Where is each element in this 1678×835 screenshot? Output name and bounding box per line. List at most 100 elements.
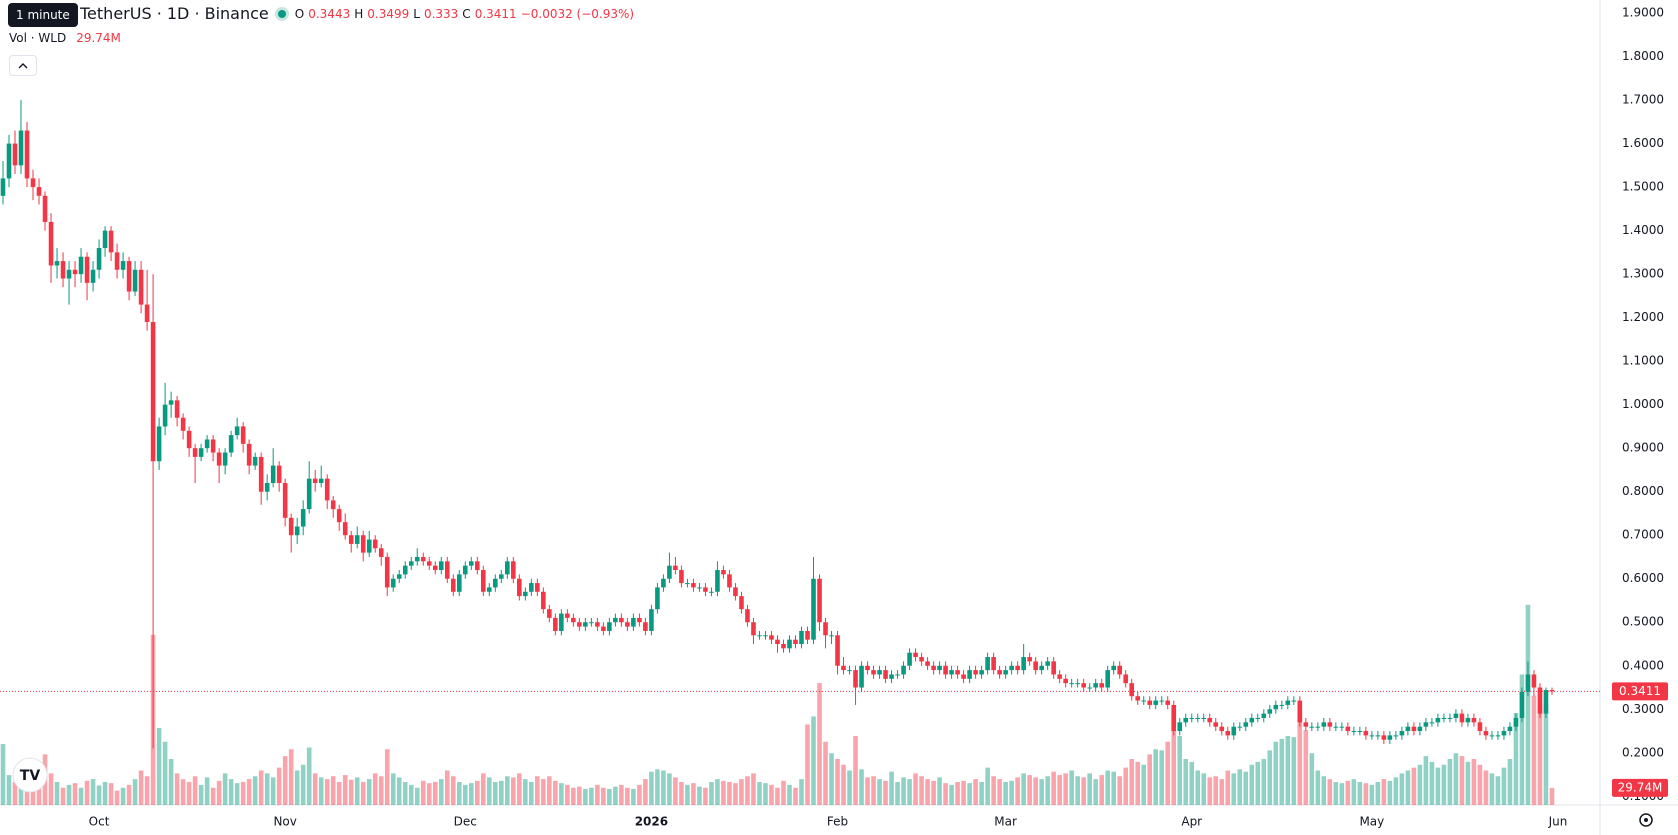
volume-bar xyxy=(60,787,66,805)
volume-bar xyxy=(847,770,852,805)
volume-bar xyxy=(1489,773,1495,805)
candle-body xyxy=(402,565,408,575)
candle-body xyxy=(859,665,864,688)
candle-body xyxy=(306,478,312,510)
candle-body xyxy=(426,561,432,566)
volume-bar xyxy=(1513,713,1519,805)
candle-body xyxy=(709,591,714,593)
candle-body xyxy=(601,626,606,631)
candle-body xyxy=(625,622,630,627)
candle-body xyxy=(1159,700,1165,702)
volume-bar xyxy=(1171,706,1177,805)
candle-body xyxy=(571,617,576,623)
candle-body xyxy=(1327,722,1333,727)
candle-body xyxy=(0,178,6,196)
volume-bar xyxy=(1543,704,1549,805)
volume-bar xyxy=(1189,761,1195,805)
volume-bar xyxy=(1387,780,1393,805)
volume-bar xyxy=(1483,770,1489,805)
collapse-button[interactable] xyxy=(9,55,37,76)
volume-bar xyxy=(132,779,138,805)
candle-body xyxy=(661,578,666,588)
volume-bar xyxy=(1537,706,1543,805)
candle-body xyxy=(589,622,594,624)
candle-body xyxy=(1399,731,1405,736)
x-tick-label: Jun xyxy=(1548,815,1568,829)
volume-bar xyxy=(198,784,204,805)
volume-bar xyxy=(523,779,528,805)
candle-body xyxy=(1261,713,1267,718)
last-price-label: 0.3411 xyxy=(1619,684,1661,698)
volume-bar xyxy=(1093,779,1098,805)
volume-bar xyxy=(643,779,648,805)
volume-bar xyxy=(1201,773,1207,805)
candle-body xyxy=(997,670,1002,675)
candle-body xyxy=(1081,683,1086,688)
candle-body xyxy=(547,609,552,618)
volume-bar xyxy=(805,724,810,805)
volume-bar xyxy=(330,776,336,805)
volume-bar xyxy=(1231,773,1237,805)
volume-bar xyxy=(114,790,120,805)
candle-body xyxy=(1069,683,1074,685)
candle-body xyxy=(378,548,384,557)
volume-bar xyxy=(1237,769,1243,805)
volume-bar xyxy=(1525,604,1531,805)
candle-body xyxy=(775,639,780,644)
volume-bar xyxy=(1039,779,1044,805)
volume-bar xyxy=(1375,782,1381,805)
candle-body xyxy=(432,565,438,571)
volume-bar xyxy=(1351,779,1357,805)
volume-bar xyxy=(517,773,522,805)
candle-body xyxy=(420,556,426,562)
volume-bar xyxy=(541,779,546,805)
candle-body xyxy=(493,578,498,588)
volume-bar xyxy=(985,767,990,805)
candle-body xyxy=(739,596,744,610)
candle-body xyxy=(1297,700,1303,723)
volume-bar xyxy=(126,784,132,805)
ohlc-letter: H xyxy=(354,6,364,21)
candle-body xyxy=(1255,717,1261,719)
volume-bar xyxy=(559,783,564,805)
volume-bar xyxy=(877,779,882,805)
symbol[interactable]: TetherUS · 1D · Binance xyxy=(80,4,269,23)
x-tick-label: Dec xyxy=(454,815,477,829)
volume-bar xyxy=(913,773,918,805)
volume-bar xyxy=(883,780,888,805)
candle-body xyxy=(511,561,516,579)
y-tick-label: 0.9000 xyxy=(1622,441,1664,455)
volume-bar xyxy=(72,783,78,805)
volume-bar xyxy=(943,783,948,805)
volume-bar xyxy=(799,779,804,805)
volume-bar xyxy=(438,779,444,805)
candle-body xyxy=(529,583,534,592)
volume-bar xyxy=(1159,750,1165,805)
candle-body xyxy=(505,561,510,575)
candle-body xyxy=(517,578,522,597)
volume-bar xyxy=(138,770,144,805)
volume-bar xyxy=(961,780,966,805)
settings-icon[interactable] xyxy=(1639,813,1653,827)
volume-bar xyxy=(372,773,378,805)
candle-body xyxy=(1183,717,1189,723)
volume-bar xyxy=(1321,776,1327,805)
volume-bar xyxy=(450,776,456,805)
y-tick-label: 1.0000 xyxy=(1622,397,1664,411)
candle-body xyxy=(895,674,900,676)
candle-body xyxy=(474,561,480,571)
candle-body xyxy=(1189,717,1195,719)
volume-bar xyxy=(1501,767,1507,805)
candle-body xyxy=(703,587,708,592)
candle-body xyxy=(1021,657,1026,671)
candle-body xyxy=(240,426,246,444)
volume-bar xyxy=(829,753,834,805)
candle-body xyxy=(1309,726,1315,728)
candle-body xyxy=(174,400,180,418)
volume-bar xyxy=(234,783,240,805)
volume-bar xyxy=(1477,764,1483,805)
volume-bar xyxy=(1219,779,1225,805)
candle-body xyxy=(204,439,210,449)
volume-bar xyxy=(396,777,402,805)
volume-bar xyxy=(156,727,162,805)
